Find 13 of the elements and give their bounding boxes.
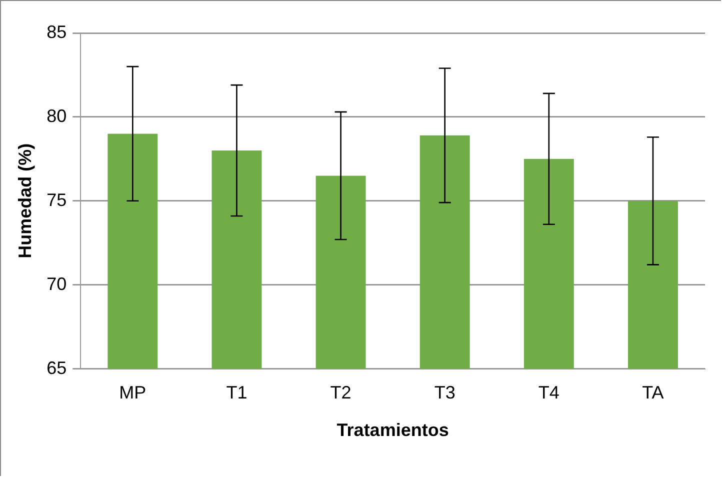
y-tick-label: 85 <box>46 22 67 42</box>
x-tick-label: MP <box>119 382 146 403</box>
x-axis-title: Tratamientos <box>336 420 449 440</box>
y-tick-label: 80 <box>46 106 67 126</box>
x-tick-label: T3 <box>434 382 456 403</box>
y-tick-label: 70 <box>46 274 67 294</box>
x-tick-label: T1 <box>226 382 248 403</box>
y-axis-title: Humedad (%) <box>14 143 35 258</box>
x-tick-label: T2 <box>330 382 352 403</box>
y-tick-label: 65 <box>46 358 67 378</box>
x-tick-label: T4 <box>538 382 560 403</box>
y-tick-label: 75 <box>46 190 67 210</box>
x-tick-label: TA <box>642 382 664 403</box>
